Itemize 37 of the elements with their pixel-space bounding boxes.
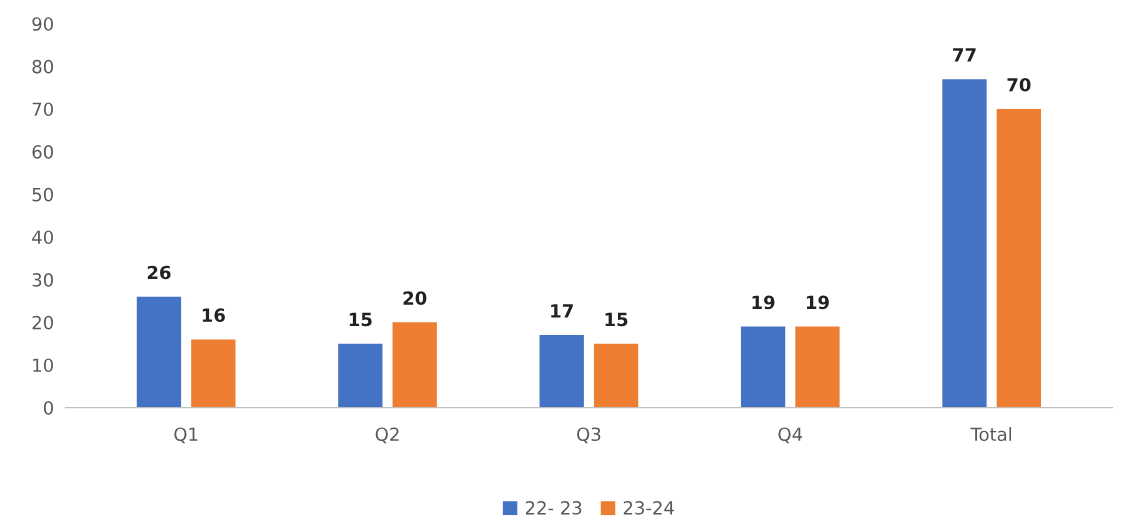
bar [593,343,639,408]
legend-label: 22- 23 [525,501,582,515]
y-tick-label: 10 [33,358,53,373]
bar [191,339,236,408]
data-label: 17 [551,304,573,318]
bar [996,109,1041,408]
legend-label: 23-24 [623,501,674,515]
data-label: 15 [605,312,628,327]
data-label: 70 [1007,77,1031,92]
x-tick-label: Q3 [577,427,601,444]
data-label: 19 [752,295,775,310]
data-label: 77 [953,48,976,62]
bar [338,343,383,408]
data-label: 26 [147,265,171,280]
x-tick-label: Q1 [174,427,198,444]
bar [136,296,182,408]
bar [740,326,786,408]
bar [392,322,437,408]
y-tick-label: 40 [32,230,53,245]
y-tick-label: 60 [32,145,53,159]
x-tick-label: Q4 [778,427,803,444]
data-label: 19 [806,295,829,310]
y-tick-label: 20 [32,315,53,330]
y-tick-label: 50 [32,187,53,202]
y-tick-label: 90 [32,17,53,31]
y-tick-label: 70 [32,102,53,117]
data-label: 16 [202,308,225,322]
y-tick-label: 80 [32,59,53,74]
bar [539,335,584,408]
x-tick-label: Q2 [375,427,399,444]
x-tick-label: Total [970,427,1012,442]
data-label: 15 [349,312,372,327]
bar [795,326,840,408]
bar [942,79,987,408]
y-tick-label: 30 [32,273,53,287]
data-label: 20 [403,291,427,305]
y-tick-label: 0 [43,401,53,415]
